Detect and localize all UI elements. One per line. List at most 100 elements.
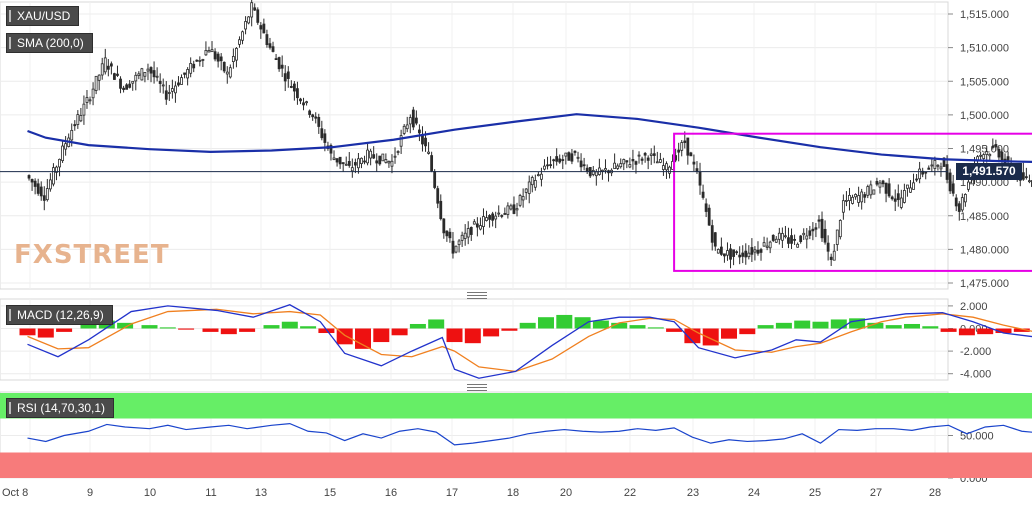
logo-street-text: STREET bbox=[53, 240, 170, 270]
candle-body bbox=[210, 49, 214, 53]
macd-histogram-bar bbox=[483, 328, 500, 337]
candle-body bbox=[1024, 176, 1028, 179]
x-tick-label: 23 bbox=[687, 487, 699, 499]
candle-body bbox=[579, 160, 583, 168]
candle-body bbox=[646, 157, 650, 161]
candle-body bbox=[780, 233, 784, 241]
candle-body bbox=[174, 85, 177, 94]
panel-resize-handle-rsi[interactable] bbox=[467, 384, 487, 391]
candle-body bbox=[835, 229, 839, 245]
candle-body bbox=[186, 69, 190, 79]
macd-histogram-bar bbox=[794, 320, 811, 329]
candle-body bbox=[372, 154, 376, 159]
candle-body bbox=[363, 160, 366, 163]
candle-body bbox=[677, 149, 681, 153]
candle-body bbox=[1028, 180, 1031, 183]
candle-body bbox=[76, 114, 80, 125]
macd-histogram-bar bbox=[159, 327, 176, 329]
macd-histogram-bar bbox=[757, 325, 774, 329]
candle-body bbox=[454, 245, 458, 253]
symbol-label[interactable]: XAU/USD bbox=[6, 6, 80, 26]
candle-body bbox=[713, 232, 717, 247]
candle-body bbox=[747, 252, 751, 258]
candle-body bbox=[430, 155, 434, 172]
candle-body bbox=[79, 115, 83, 122]
x-tick-label: 20 bbox=[560, 487, 572, 499]
candle-body bbox=[323, 133, 327, 143]
candle-body bbox=[58, 158, 61, 168]
candle-body bbox=[570, 153, 574, 162]
candle-body bbox=[930, 164, 934, 167]
candle-body bbox=[390, 160, 394, 167]
macd-indicator-label[interactable]: MACD (12,26,9) bbox=[6, 305, 113, 325]
candle-body bbox=[655, 161, 659, 164]
macd-histogram-bar bbox=[647, 327, 664, 329]
candle-body bbox=[927, 167, 931, 170]
candle-body bbox=[622, 159, 626, 165]
candle-body bbox=[491, 213, 495, 221]
candle-body bbox=[482, 216, 485, 227]
candle-body bbox=[116, 73, 119, 76]
sma-indicator-label[interactable]: SMA (200,0) bbox=[6, 33, 93, 53]
candle-body bbox=[759, 249, 763, 253]
candle-body bbox=[741, 252, 745, 257]
candle-body bbox=[793, 238, 796, 241]
candle-body bbox=[48, 179, 52, 190]
candle-body bbox=[381, 153, 385, 162]
candle-body bbox=[936, 164, 940, 167]
rsi-oversold-zone bbox=[0, 452, 1032, 478]
candle-body bbox=[222, 61, 226, 72]
candle-body bbox=[524, 188, 528, 193]
candle-body bbox=[296, 88, 299, 99]
candle-body bbox=[109, 63, 113, 67]
candle-body bbox=[463, 232, 467, 239]
candle-body bbox=[982, 154, 986, 159]
candle-body bbox=[777, 232, 781, 240]
x-tick-label: 18 bbox=[507, 487, 519, 499]
rsi-indicator-label[interactable]: RSI (14,70,30,1) bbox=[6, 398, 115, 418]
candle-body bbox=[488, 215, 491, 220]
candle-body bbox=[274, 58, 278, 61]
x-tick-label: 22 bbox=[624, 487, 636, 499]
macd-histogram-bar bbox=[592, 320, 609, 329]
candle-body bbox=[546, 164, 549, 167]
candle-body bbox=[122, 87, 125, 90]
macd-histogram-bar bbox=[409, 323, 426, 329]
panel-resize-handle-macd[interactable] bbox=[467, 292, 487, 299]
candle-body bbox=[707, 207, 711, 226]
candle-body bbox=[369, 150, 373, 159]
price-tick-label: 1,480.000 bbox=[960, 244, 1009, 256]
candle-body bbox=[475, 223, 479, 228]
x-tick-label: 17 bbox=[446, 487, 458, 499]
candle-body bbox=[170, 88, 174, 92]
candle-body bbox=[540, 173, 543, 180]
candle-body bbox=[247, 16, 251, 24]
candle-body bbox=[332, 157, 336, 160]
candle-body bbox=[723, 253, 726, 257]
candle-body bbox=[619, 163, 623, 168]
candle-body bbox=[262, 23, 266, 34]
candle-body bbox=[378, 155, 382, 165]
candle-body bbox=[137, 73, 141, 76]
candle-body bbox=[533, 180, 537, 188]
candle-body bbox=[765, 245, 769, 248]
candle-body bbox=[375, 160, 379, 164]
candle-body bbox=[558, 158, 562, 163]
macd-histogram-bar bbox=[56, 328, 73, 332]
candle-body bbox=[289, 86, 293, 88]
candle-body bbox=[658, 159, 662, 163]
candle-body bbox=[158, 80, 162, 84]
macd-tick-label: -4.000 bbox=[960, 369, 991, 381]
candle-body bbox=[689, 152, 693, 157]
candle-body bbox=[576, 156, 580, 159]
price-tick-label: 1,490.000 bbox=[960, 177, 1009, 189]
logo-fx-text: FX bbox=[14, 240, 54, 270]
candle-body bbox=[235, 47, 238, 61]
macd-histogram-bar bbox=[867, 322, 884, 329]
candle-body bbox=[784, 235, 787, 238]
macd-histogram-bar bbox=[19, 328, 36, 336]
candle-body bbox=[268, 43, 272, 48]
candle-body bbox=[335, 158, 339, 163]
candle-body bbox=[393, 155, 397, 158]
